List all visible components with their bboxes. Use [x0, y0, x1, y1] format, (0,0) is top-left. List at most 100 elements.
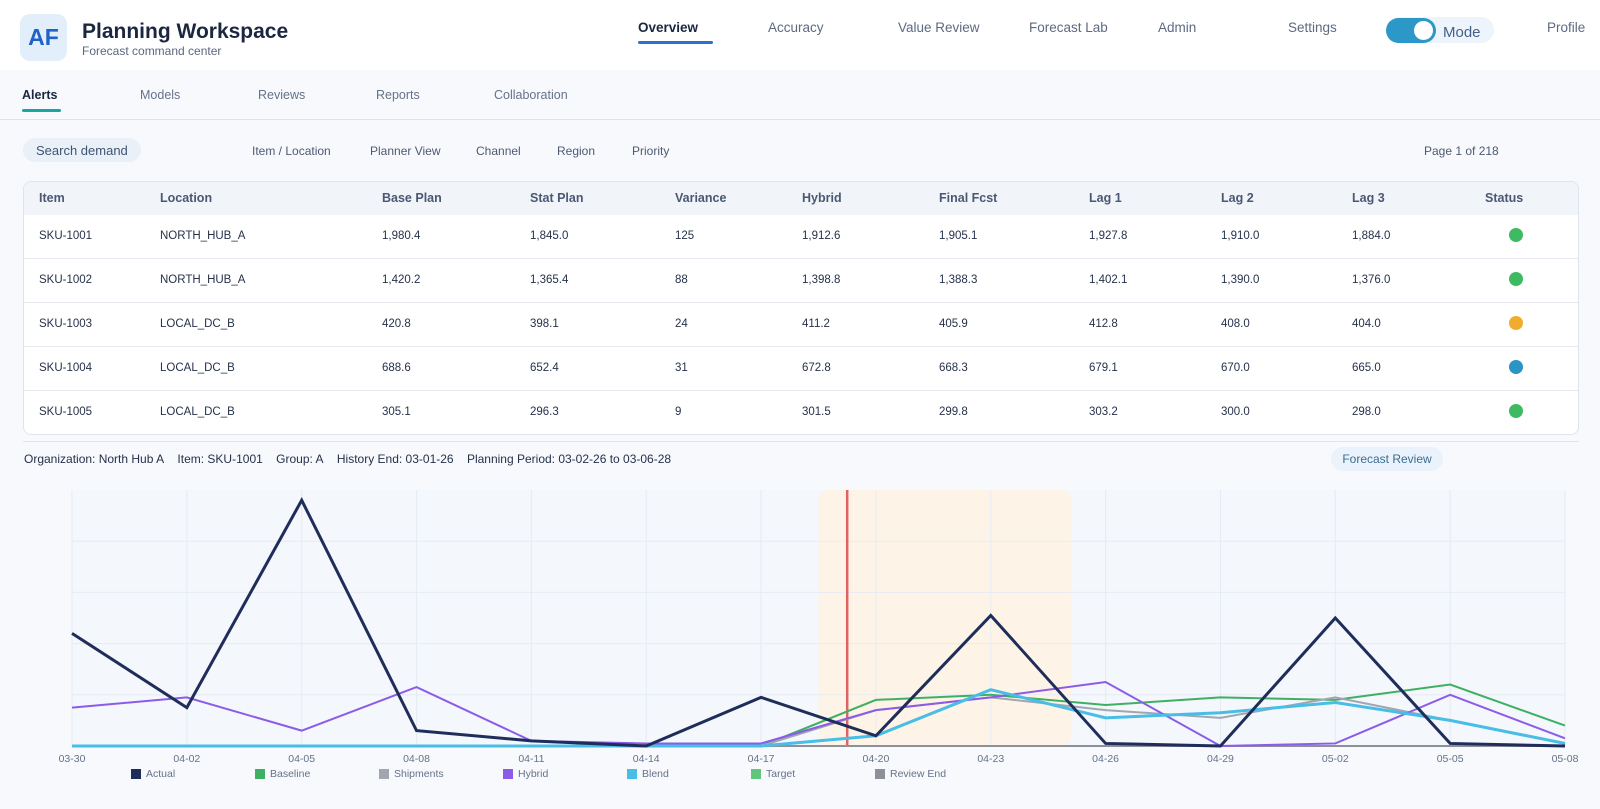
- column-header[interactable]: Base Plan: [382, 191, 442, 205]
- nav-admin[interactable]: Admin: [1158, 20, 1197, 35]
- filter-planner-view[interactable]: Planner View: [370, 144, 441, 158]
- filter-region[interactable]: Region: [557, 144, 596, 158]
- table-cell: 1,420.2: [382, 274, 421, 286]
- forecast-chart: 03-30 04-02 04-05 04-08 04-11 04-14 04-17 04-20…: [59, 490, 1579, 780]
- app-title: Planning Workspace: [82, 20, 289, 43]
- table-header: Item Location Base Plan Stat Plan Varian…: [24, 182, 1578, 215]
- column-header[interactable]: Lag 2: [1221, 191, 1254, 205]
- legend-label: Target: [766, 768, 795, 780]
- table-cell: SKU-1003: [39, 318, 93, 330]
- table-cell: 305.1: [382, 406, 411, 418]
- x-tick-label: 05-05: [1437, 753, 1464, 765]
- table-cell: 670.0: [1221, 362, 1250, 374]
- legend-swatch: [255, 769, 265, 779]
- tab-collaboration[interactable]: Collaboration: [494, 88, 568, 102]
- table-cell: NORTH_HUB_A: [160, 274, 246, 286]
- nav-settings[interactable]: Settings: [1288, 20, 1337, 35]
- legend-swatch: [131, 769, 141, 779]
- status-dot: [1509, 404, 1523, 418]
- organization-label: Organization: North Hub A: [24, 452, 165, 466]
- search-input[interactable]: [23, 138, 141, 162]
- mode-toggle[interactable]: [1386, 18, 1436, 43]
- nav-overview[interactable]: Overview: [638, 20, 699, 35]
- pagination-label: Page 1 of 218: [1424, 144, 1499, 158]
- legend-swatch: [503, 769, 513, 779]
- forecast-table: Item Location Base Plan Stat Plan Varian…: [23, 181, 1579, 435]
- table-cell: 665.0: [1352, 362, 1381, 374]
- table-row[interactable]: SKU-1001 NORTH_HUB_A 1,980.4 1,845.0 125 1,91…: [24, 215, 1578, 259]
- tab-alerts[interactable]: Alerts: [22, 88, 58, 102]
- column-header[interactable]: Final Fcst: [939, 191, 998, 205]
- x-tick-label: 04-05: [288, 753, 315, 765]
- table-cell: 1,927.8: [1089, 230, 1128, 242]
- top-bar: AF Planning Workspace Forecast command c…: [0, 0, 1600, 70]
- table-cell: 420.8: [382, 318, 411, 330]
- profile-link[interactable]: Profile: [1547, 20, 1586, 35]
- column-header[interactable]: Location: [160, 191, 213, 205]
- planning-period-label: Planning Period: 03-02-26 to 03-06-28: [466, 452, 672, 466]
- table-cell: 408.0: [1221, 318, 1250, 330]
- filter-item-location[interactable]: Item / Location: [252, 144, 331, 158]
- context-info: Organization: North Hub A Item: SKU-1001…: [24, 452, 681, 466]
- nav-value-review[interactable]: Value Review: [898, 20, 980, 35]
- table-cell: 412.8: [1089, 318, 1118, 330]
- tab-models[interactable]: Models: [140, 88, 181, 102]
- column-header[interactable]: Stat Plan: [530, 191, 584, 205]
- table-cell: 1,388.3: [939, 274, 978, 286]
- table-cell: 31: [675, 362, 688, 374]
- legend-label: Actual: [146, 768, 175, 780]
- nav-active-indicator: [638, 41, 713, 44]
- table-cell: 1,402.1: [1089, 274, 1128, 286]
- column-header[interactable]: Hybrid: [802, 191, 842, 205]
- forecast-review-button[interactable]: Forecast Review: [1331, 447, 1443, 471]
- x-tick-label: 04-02: [173, 753, 200, 765]
- table-row[interactable]: SKU-1002 NORTH_HUB_A 1,420.2 1,365.4 88 1,398…: [24, 259, 1578, 303]
- legend-swatch: [751, 769, 761, 779]
- nav-forecast-lab[interactable]: Forecast Lab: [1029, 20, 1108, 35]
- table-cell: 688.6: [382, 362, 411, 374]
- table-row[interactable]: SKU-1005 LOCAL_DC_B 305.1 296.3 9 301.5 299.8 3…: [24, 391, 1578, 434]
- status-dot: [1509, 228, 1523, 242]
- table-cell: 404.0: [1352, 318, 1381, 330]
- series-line: [72, 688, 1566, 748]
- section-divider: [23, 441, 1579, 442]
- table-cell: 1,980.4: [382, 230, 421, 242]
- filter-channel[interactable]: Channel: [476, 144, 521, 158]
- table-cell: SKU-1005: [39, 406, 93, 418]
- series-line: [71, 680, 1566, 748]
- legend-label: Blend: [642, 768, 669, 780]
- table-cell: 300.0: [1221, 406, 1250, 418]
- x-tick-label: 04-08: [403, 753, 430, 765]
- legend-swatch: [379, 769, 389, 779]
- column-header[interactable]: Variance: [675, 191, 727, 205]
- table-cell: 679.1: [1089, 362, 1118, 374]
- column-header[interactable]: Lag 1: [1089, 191, 1122, 205]
- x-tick-label: 04-14: [633, 753, 660, 765]
- table-cell: 1,884.0: [1352, 230, 1391, 242]
- status-dot: [1509, 316, 1523, 330]
- x-tick-label: 04-20: [862, 753, 889, 765]
- tab-reviews[interactable]: Reviews: [258, 88, 306, 102]
- legend-label: Review End: [890, 768, 946, 780]
- column-header[interactable]: Item: [39, 191, 65, 205]
- legend-swatch: [627, 769, 637, 779]
- status-dot: [1509, 272, 1523, 286]
- table-cell: 303.2: [1089, 406, 1118, 418]
- column-header[interactable]: Status: [1485, 191, 1524, 205]
- table-row[interactable]: SKU-1003 LOCAL_DC_B 420.8 398.1 24 411.2 405.9…: [24, 303, 1578, 347]
- table-row[interactable]: SKU-1004 LOCAL_DC_B 688.6 652.4 31 672.8 668.3…: [24, 347, 1578, 391]
- table-cell: LOCAL_DC_B: [160, 362, 235, 374]
- tab-reports[interactable]: Reports: [376, 88, 420, 102]
- table-cell: 652.4: [530, 362, 559, 374]
- table-cell: 1,905.1: [939, 230, 978, 242]
- mode-label: Mode: [1443, 24, 1481, 41]
- legend-label: Hybrid: [518, 768, 549, 780]
- table-cell: SKU-1002: [39, 274, 93, 286]
- app-subtitle: Forecast command center: [82, 44, 222, 58]
- column-header[interactable]: Lag 3: [1352, 191, 1385, 205]
- legend-swatch: [875, 769, 885, 779]
- nav-accuracy[interactable]: Accuracy: [768, 20, 824, 35]
- filter-priority[interactable]: Priority: [632, 144, 670, 158]
- x-tick-label: 04-17: [748, 753, 775, 765]
- sub-navigation: Alerts Models Reviews Reports Collaborat…: [0, 72, 1600, 120]
